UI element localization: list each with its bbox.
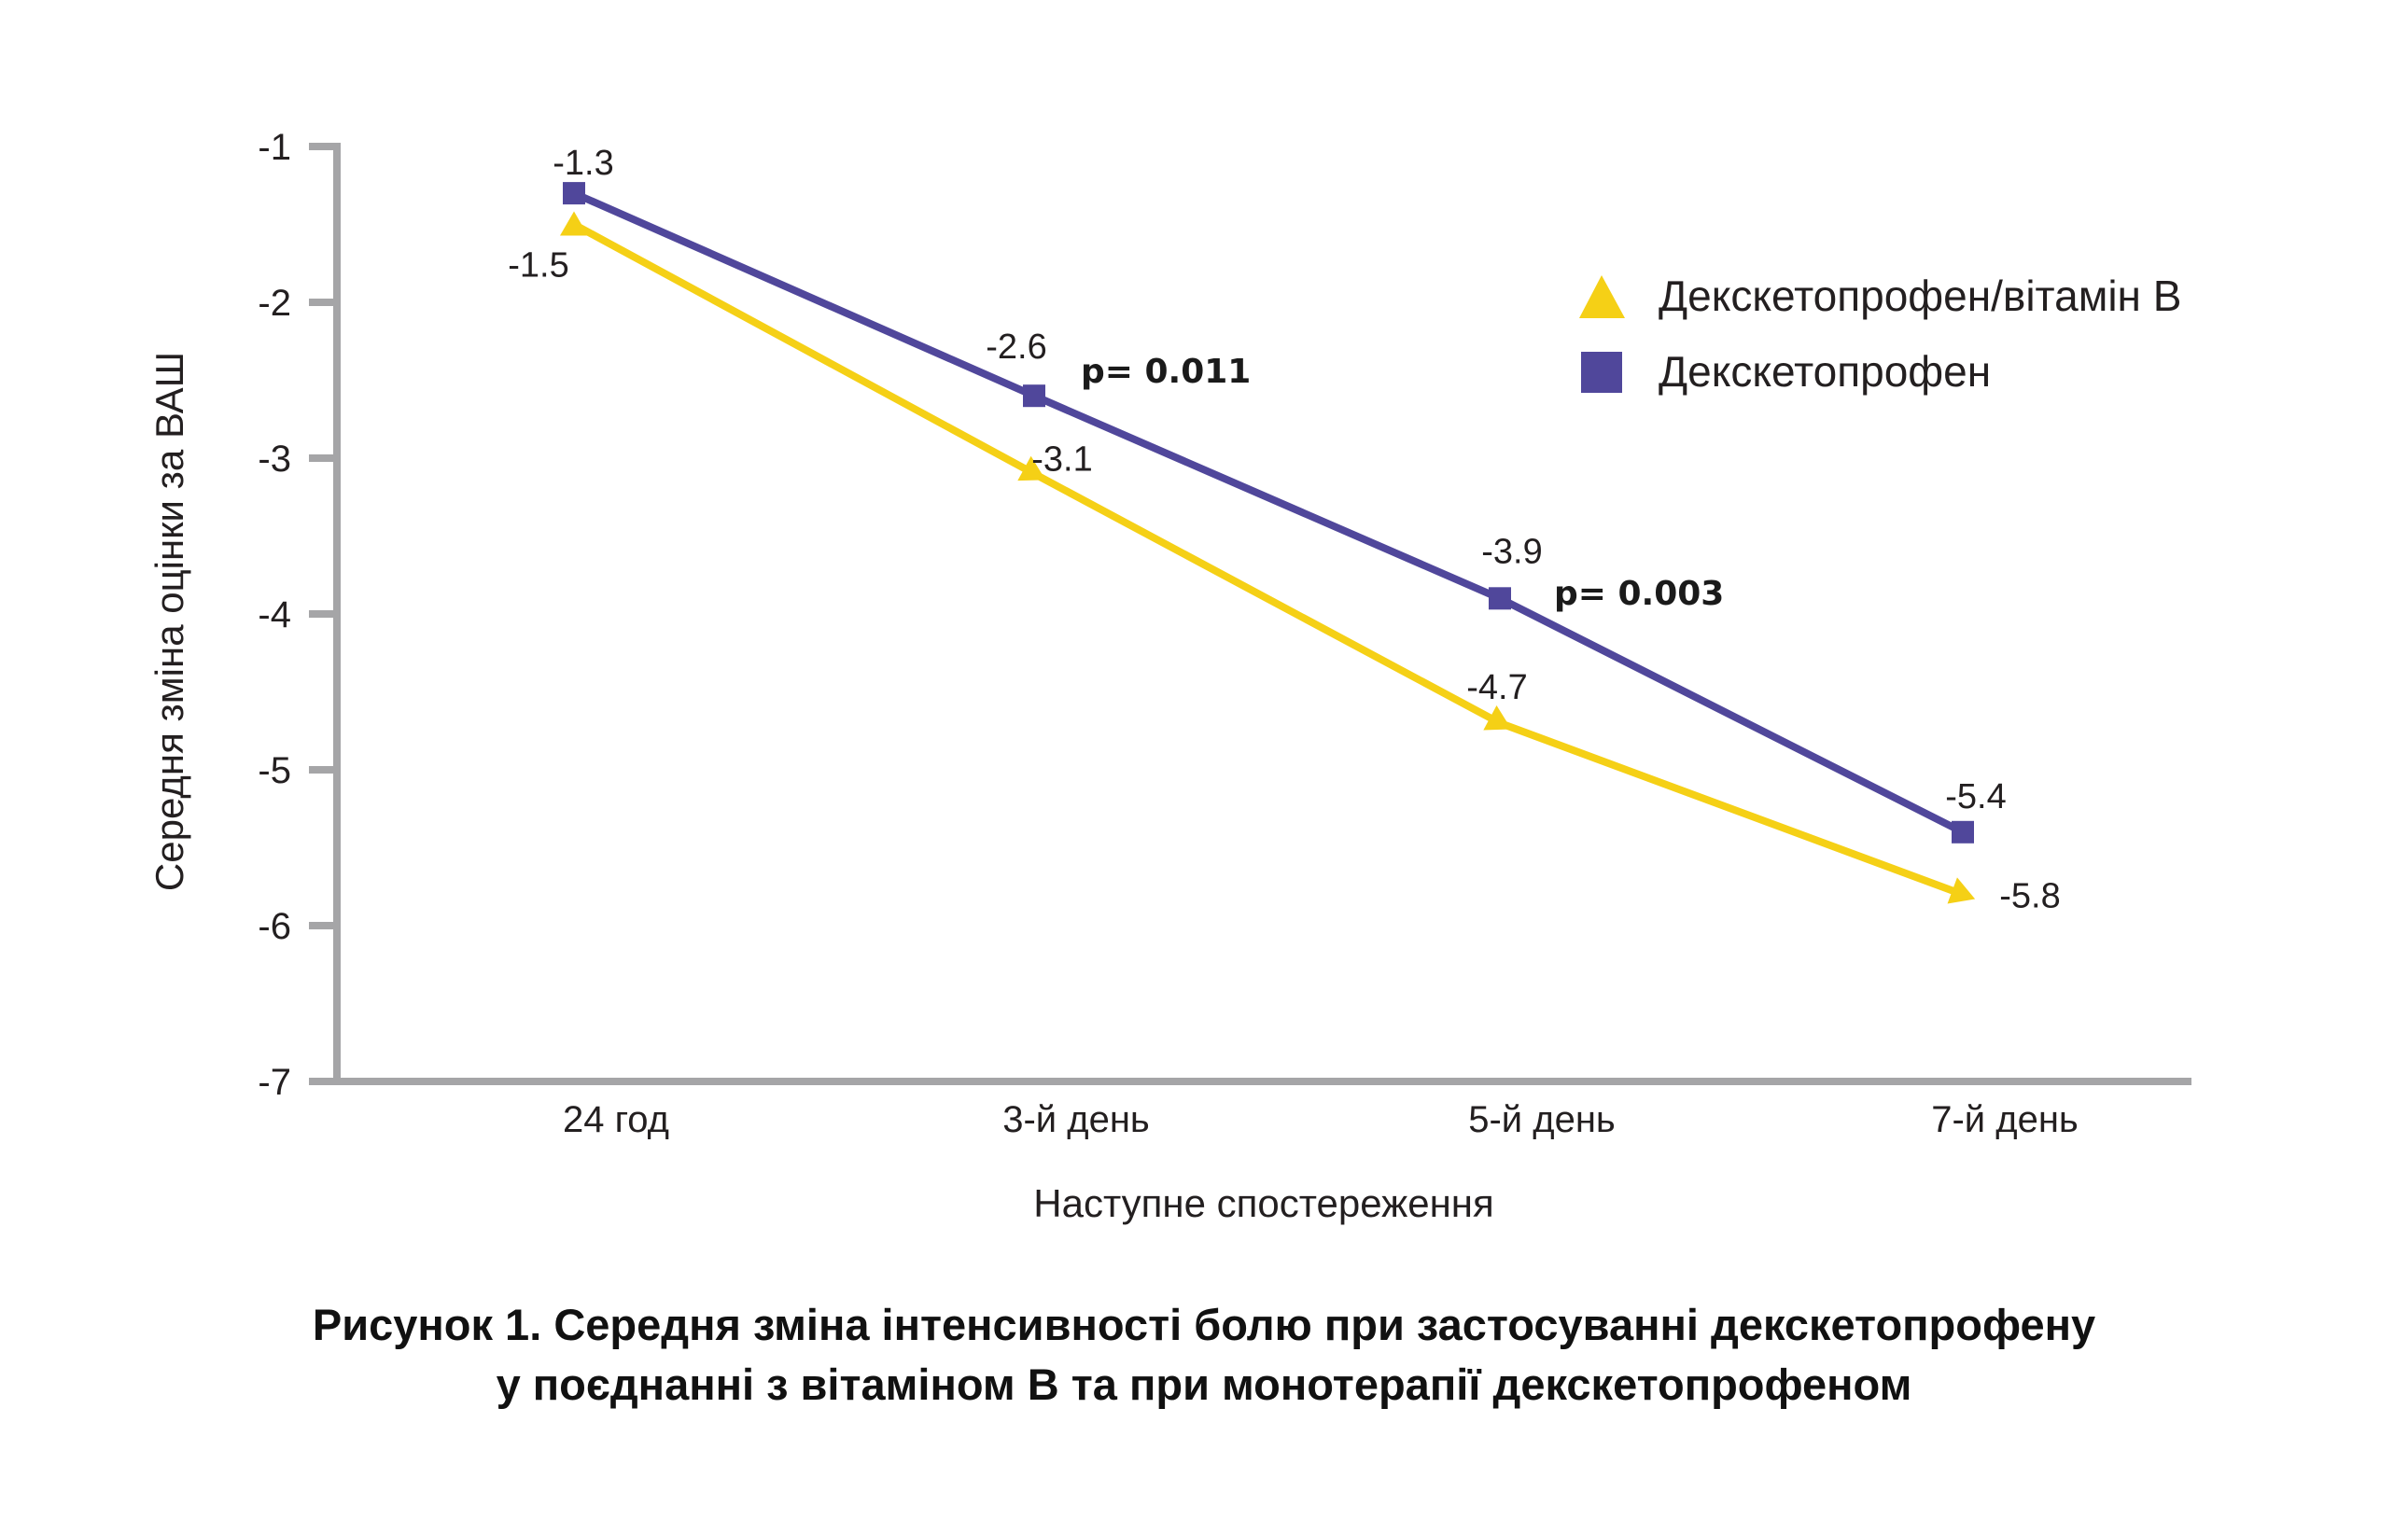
p-value-annotation: p= 0.011 xyxy=(1081,353,1251,391)
data-point-square xyxy=(1023,384,1045,408)
p-value-annotation: p= 0.003 xyxy=(1554,575,1724,613)
data-labels: -1.5 -3.1 -4.7 -5.8 -1.3 -2.6 -3.9 -5.4 xyxy=(508,144,2060,916)
series-markers xyxy=(560,182,1976,904)
y-tick-label: -7 xyxy=(258,1062,291,1103)
legend: Декскетопрофен/вітамін В Декскетопрофен xyxy=(1579,272,2181,396)
y-tick-label: -1 xyxy=(258,127,291,168)
data-label: -4.7 xyxy=(1466,668,1527,707)
data-point-triangle xyxy=(1017,455,1046,481)
data-point-square xyxy=(1952,820,1974,844)
y-tick-label: -2 xyxy=(258,283,291,324)
data-label: -5.8 xyxy=(1999,877,2060,916)
legend-label: Декскетопрофен xyxy=(1659,347,1991,396)
legend-square-icon xyxy=(1581,352,1622,393)
y-tick-label: -4 xyxy=(258,594,291,635)
figure-caption-line-2: у поєднанні з вітаміном В та при монотер… xyxy=(496,1360,1912,1409)
x-tick-label: 7-й день xyxy=(1931,1099,2079,1140)
data-label: -1.3 xyxy=(553,144,613,183)
axes xyxy=(309,143,2191,1085)
data-label: -3.9 xyxy=(1481,532,1542,571)
data-point-square xyxy=(563,182,585,205)
y-axis-title: Середня зміна оцінки за ВАШ xyxy=(147,352,191,891)
x-axis-title: Наступне спостереження xyxy=(1033,1181,1493,1225)
y-tick-label: -5 xyxy=(258,750,291,791)
data-point-triangle xyxy=(1947,877,1976,904)
legend-triangle-icon xyxy=(1579,275,1625,318)
series-line-2 xyxy=(572,189,1965,836)
data-label: -1.5 xyxy=(508,246,568,286)
data-label: -3.1 xyxy=(1031,440,1092,480)
series-lines xyxy=(572,189,1965,899)
x-tick-label: 5-й день xyxy=(1468,1099,1616,1140)
annotations: p= 0.011 p= 0.003 xyxy=(1081,353,1724,613)
y-tick-labels: -1 -2 -3 -4 -5 -6 -7 xyxy=(258,127,291,1103)
x-tick-label: 24 год xyxy=(563,1099,669,1140)
x-tick-labels: 24 год 3-й день 5-й день 7-й день xyxy=(563,1099,2079,1140)
series-line-1 xyxy=(572,220,1965,899)
data-point-square xyxy=(1489,587,1511,610)
data-point-triangle xyxy=(560,211,588,236)
y-tick-label: -6 xyxy=(258,906,291,947)
data-label: -2.6 xyxy=(986,328,1046,367)
x-tick-label: 3-й день xyxy=(1002,1099,1150,1140)
data-point-triangle xyxy=(1483,705,1512,731)
y-tick-label: -3 xyxy=(258,439,291,480)
data-label: -5.4 xyxy=(1945,777,2006,816)
figure-caption-line-1: Рисунок 1. Середня зміна інтенсивності б… xyxy=(312,1300,2096,1349)
legend-label: Декскетопрофен/вітамін В xyxy=(1659,272,2181,320)
